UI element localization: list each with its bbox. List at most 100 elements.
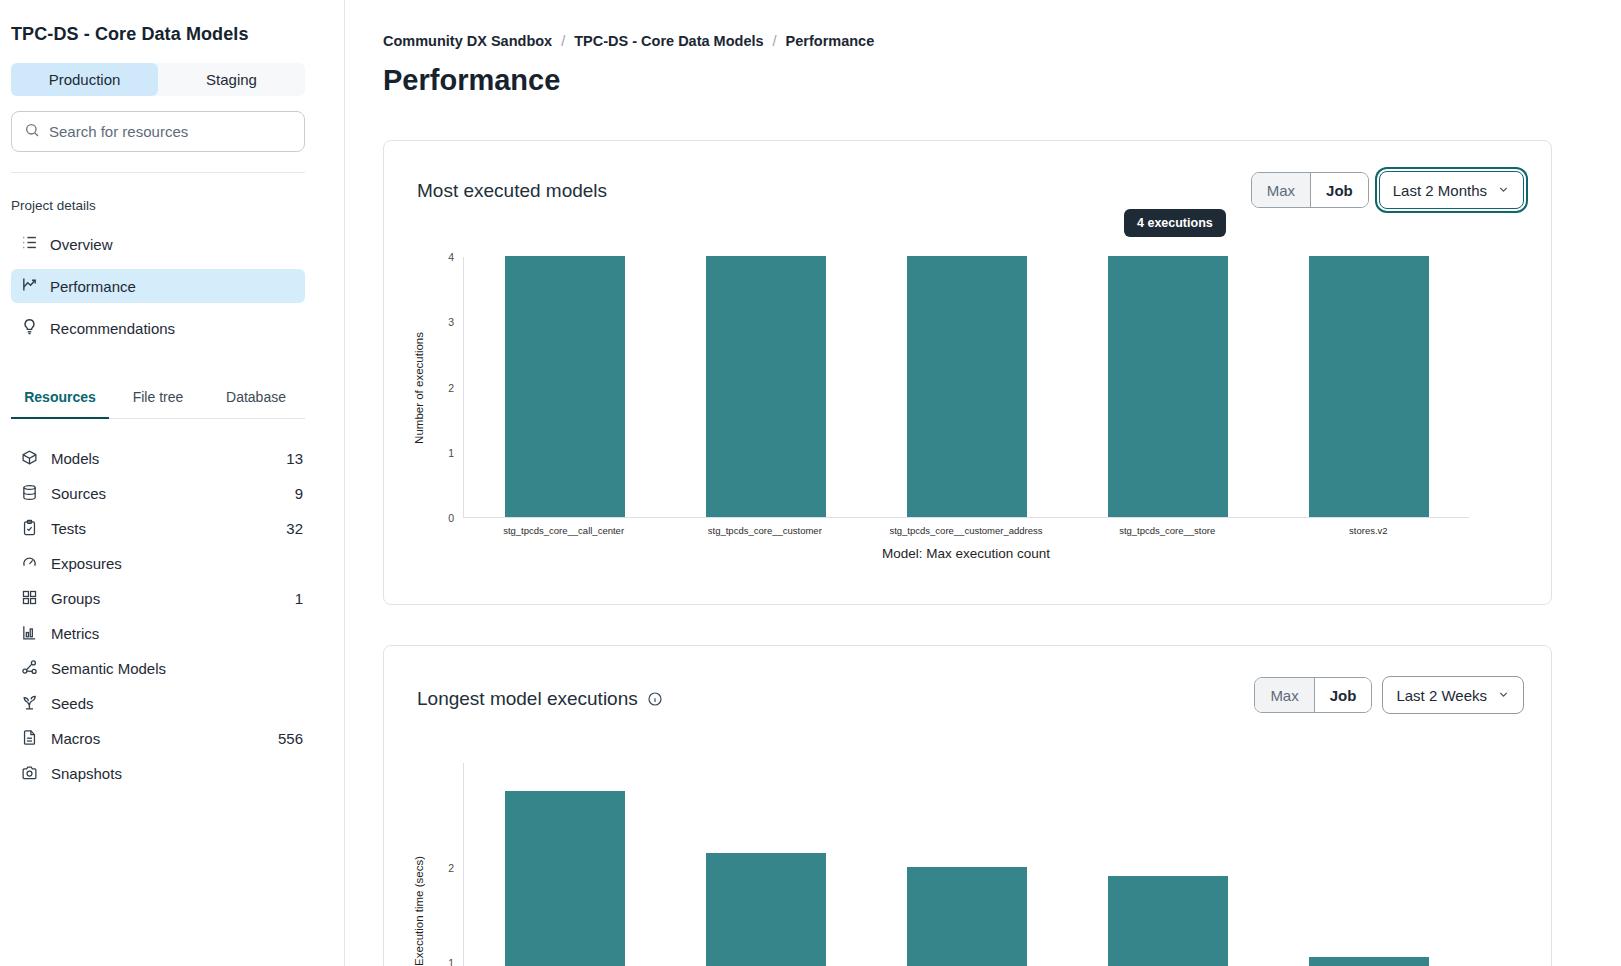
resource-item-exposures[interactable]: Exposures	[11, 546, 305, 581]
y-tick-label: 4	[384, 250, 454, 264]
resource-item-macros[interactable]: Macros 556	[11, 721, 305, 756]
resource-count: 13	[286, 450, 303, 467]
resource-count: 9	[295, 485, 303, 502]
bar[interactable]	[1108, 256, 1228, 517]
breadcrumb-current: Performance	[786, 33, 875, 49]
tab-database[interactable]: Database	[207, 379, 305, 419]
x-axis-caption: Model: Max execution count	[463, 546, 1469, 561]
list-icon	[21, 234, 38, 254]
most-executed-models-chart: Number of executions 01234stg_tpcds_core…	[384, 257, 1519, 557]
grid-icon	[21, 589, 38, 609]
info-icon[interactable]	[647, 691, 663, 707]
resource-label: Snapshots	[51, 765, 122, 782]
plot-area	[463, 257, 1469, 518]
page-title: Performance	[383, 64, 1621, 97]
plot-area	[463, 763, 1469, 966]
resource-item-snapshots[interactable]: Snapshots	[11, 756, 305, 791]
y-tick-label: 2	[384, 861, 454, 875]
resource-label: Models	[51, 450, 99, 467]
resource-item-groups[interactable]: Groups 1	[11, 581, 305, 616]
gauge-icon	[21, 554, 38, 574]
search-box[interactable]	[11, 111, 305, 152]
card-controls: Max Job Last 2 Weeks	[1254, 676, 1524, 714]
job-toggle-button[interactable]: Job	[1310, 173, 1368, 207]
search-icon	[24, 122, 40, 142]
resource-label: Seeds	[51, 695, 94, 712]
period-select-value: Last 2 Months	[1393, 182, 1487, 199]
bar[interactable]	[1309, 957, 1429, 966]
resource-label: Exposures	[51, 555, 122, 572]
resource-label: Sources	[51, 485, 106, 502]
lightbulb-icon	[21, 318, 38, 338]
resource-label: Tests	[51, 520, 86, 537]
y-tick-label: 3	[384, 315, 454, 329]
resource-item-seeds[interactable]: Seeds	[11, 686, 305, 721]
bar[interactable]	[1309, 256, 1429, 517]
breadcrumb-item[interactable]: Community DX Sandbox	[383, 33, 552, 49]
environment-tabs: Production Staging	[11, 63, 305, 96]
main-content: Community DX Sandbox / TPC-DS - Core Dat…	[345, 0, 1621, 966]
resource-item-tests[interactable]: Tests 32	[11, 511, 305, 546]
network-icon	[21, 659, 38, 679]
breadcrumb-separator: /	[773, 33, 777, 49]
x-category-label: stg_tpcds_core__store	[1067, 525, 1268, 536]
sidebar-item-recommendations[interactable]: Recommendations	[11, 311, 305, 345]
period-select-value: Last 2 Weeks	[1396, 687, 1487, 704]
tab-file-tree[interactable]: File tree	[109, 379, 207, 419]
breadcrumb-item[interactable]: TPC-DS - Core Data Models	[574, 33, 763, 49]
card-controls: Max Job Last 2 Months	[1251, 171, 1524, 209]
tab-staging[interactable]: Staging	[158, 63, 305, 96]
card-title: Most executed models	[417, 180, 607, 202]
card-header: Longest model executions Max Job Last 2 …	[417, 676, 1524, 714]
bar[interactable]	[706, 256, 826, 517]
resource-item-semantic-models[interactable]: Semantic Models	[11, 651, 305, 686]
resource-label: Semantic Models	[51, 660, 166, 677]
period-select[interactable]: Last 2 Weeks	[1382, 676, 1524, 714]
resource-label: Metrics	[51, 625, 99, 642]
resource-item-sources[interactable]: Sources 9	[11, 476, 305, 511]
search-input[interactable]	[49, 123, 292, 140]
bar[interactable]	[505, 256, 625, 517]
bar-chart-icon	[21, 624, 38, 644]
resource-item-metrics[interactable]: Metrics	[11, 616, 305, 651]
bar[interactable]	[1108, 876, 1228, 966]
resource-list: Models 13 Sources 9 Tests 32 Exposures G…	[11, 441, 305, 791]
sidebar-item-overview[interactable]: Overview	[11, 227, 305, 261]
chevron-down-icon	[1497, 687, 1510, 704]
line-chart-icon	[21, 276, 38, 296]
database-icon	[21, 484, 38, 504]
bar[interactable]	[706, 853, 826, 966]
card-header: Most executed models Max Job Last 2 Mont…	[417, 171, 1524, 209]
job-toggle-button[interactable]: Job	[1314, 678, 1372, 712]
resource-count: 556	[278, 730, 303, 747]
project-details-label: Project details	[11, 198, 305, 213]
x-category-label: stg_tpcds_core__customer	[664, 525, 865, 536]
longest-model-executions-chart: Execution time (secs) 12	[384, 763, 1519, 966]
file-text-icon	[21, 729, 38, 749]
project-title: TPC-DS - Core Data Models	[11, 24, 305, 45]
most-executed-models-card: Most executed models Max Job Last 2 Mont…	[383, 140, 1552, 605]
period-select[interactable]: Last 2 Months	[1379, 171, 1524, 209]
breadcrumb: Community DX Sandbox / TPC-DS - Core Dat…	[383, 33, 1621, 49]
bar[interactable]	[907, 867, 1027, 966]
camera-icon	[21, 764, 38, 784]
bar[interactable]	[505, 791, 625, 966]
sidebar-item-label: Recommendations	[50, 320, 175, 337]
sidebar-item-label: Performance	[50, 278, 136, 295]
max-toggle-button[interactable]: Max	[1255, 678, 1313, 712]
longest-model-executions-card: Longest model executions Max Job Last 2 …	[383, 645, 1552, 966]
resource-tabs: Resources File tree Database	[11, 379, 305, 419]
sidebar-item-performance[interactable]: Performance	[11, 269, 305, 303]
resource-item-models[interactable]: Models 13	[11, 441, 305, 476]
tab-resources[interactable]: Resources	[11, 379, 109, 419]
sprout-icon	[21, 694, 38, 714]
breadcrumb-separator: /	[561, 33, 565, 49]
resource-count: 32	[286, 520, 303, 537]
sidebar: TPC-DS - Core Data Models Production Sta…	[0, 0, 345, 966]
bar[interactable]	[907, 256, 1027, 517]
y-tick-label: 0	[384, 511, 454, 525]
y-tick-label: 1	[384, 446, 454, 460]
tab-production[interactable]: Production	[11, 63, 158, 96]
max-toggle-button[interactable]: Max	[1252, 173, 1310, 207]
sidebar-divider	[11, 172, 305, 173]
